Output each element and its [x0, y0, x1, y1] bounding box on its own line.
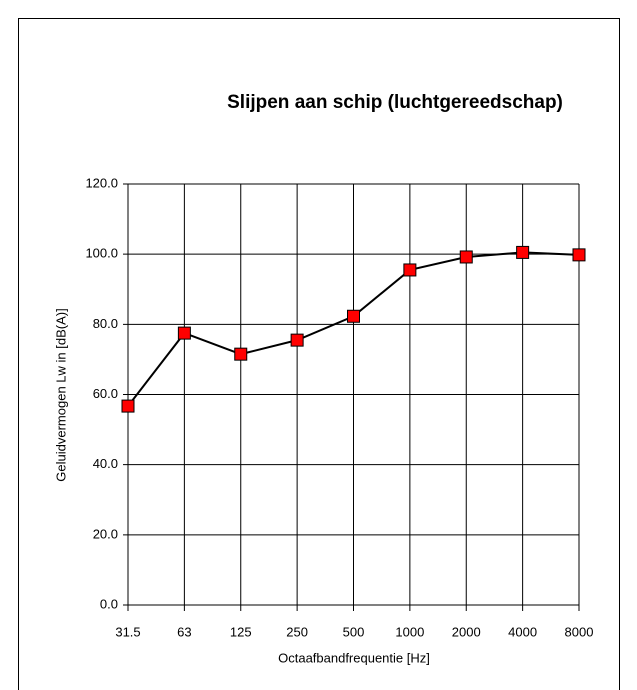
y-tick-label: 80.0 — [93, 316, 118, 331]
frame — [18, 18, 620, 690]
y-tick-label: 20.0 — [93, 526, 118, 541]
marker — [177, 326, 191, 340]
marker — [121, 399, 135, 413]
marker — [403, 263, 417, 277]
x-tick-label: 125 — [230, 624, 252, 639]
y-axis-label: Geluidvermogen Lw in [dB(A)] — [53, 308, 68, 481]
x-tick-label: 1000 — [395, 624, 424, 639]
x-tick-label: 4000 — [508, 624, 537, 639]
y-tick-label: 60.0 — [93, 386, 118, 401]
y-tick-label: 40.0 — [93, 456, 118, 471]
marker — [347, 309, 360, 323]
x-tick-label: 2000 — [452, 624, 481, 639]
y-tick-label: 100.0 — [85, 246, 118, 261]
marker — [459, 250, 473, 264]
y-tick-label: 120.0 — [85, 175, 118, 190]
x-axis-label: Octaafbandfrequentie [Hz] — [278, 650, 430, 665]
y-tick-label: 0.0 — [100, 596, 118, 611]
chart-title: Slijpen aan schip (luchtgereedschap) — [227, 92, 563, 113]
x-tick-label: 8000 — [565, 624, 594, 639]
x-tick-label: 250 — [286, 624, 308, 639]
marker — [234, 347, 248, 361]
marker — [516, 245, 530, 259]
marker — [290, 333, 304, 347]
x-tick-label: 63 — [177, 624, 191, 639]
x-tick-label: 31.5 — [115, 624, 140, 639]
x-tick-label: 500 — [343, 624, 365, 639]
marker — [572, 248, 586, 262]
